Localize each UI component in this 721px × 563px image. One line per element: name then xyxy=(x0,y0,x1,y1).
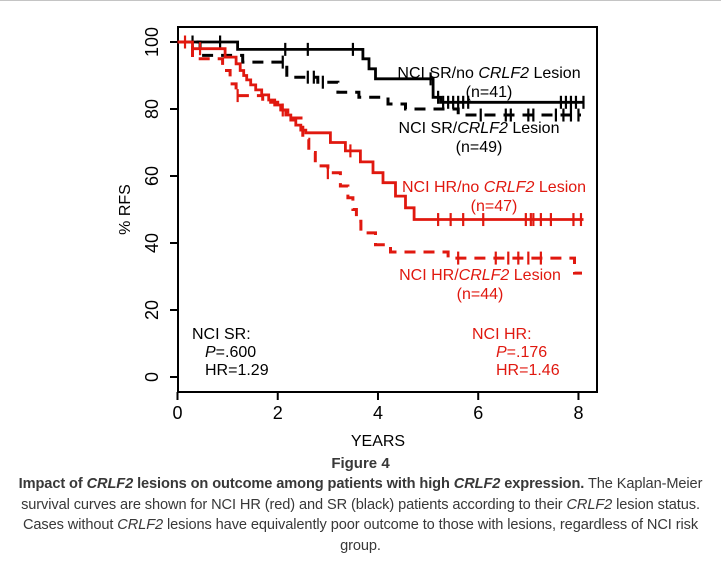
caption-segment: lesion status. Cases without xyxy=(22,496,700,534)
caption-segment: The Kaplan-Meier survival curves are sho… xyxy=(21,476,703,513)
x-tick-label: 4 xyxy=(373,403,383,423)
y-tick-label: 20 xyxy=(142,300,162,320)
caption-block: Figure 4 Impact of CRLF2 lesions on outc… xyxy=(0,454,721,556)
caption-segment: CRLF2 xyxy=(566,496,613,513)
stats-nci-sr: NCI SR: P=.600 HR=1.29 xyxy=(192,326,269,380)
plot-box xyxy=(177,26,598,393)
stats-p-value: P=.600 xyxy=(205,344,257,361)
y-tick-label: 0 xyxy=(142,372,162,382)
stats-title: NCI HR: xyxy=(472,326,532,343)
y-tick-label: 100 xyxy=(142,27,162,57)
caption-segment: CRLF2 xyxy=(117,517,164,533)
top-divider-rule xyxy=(0,0,721,1)
curve-label-text: NCI SR/no CRLF2 Lesion xyxy=(397,65,581,82)
curve-label-n: (n=41) xyxy=(465,84,513,101)
figure-label: Figure 4 xyxy=(331,455,390,472)
stats-hazard-ratio: HR=1.46 xyxy=(496,362,560,379)
x-tick-label: 2 xyxy=(273,403,283,423)
x-tick-label: 8 xyxy=(573,403,583,423)
curve-label-hr-lesion: NCI HR/CRLF2 Lesion (n=44) xyxy=(399,266,561,304)
curve-label-text: NCI HR/CRLF2 Lesion xyxy=(399,267,561,284)
curve-label-sr-no-lesion: NCI SR/no CRLF2 Lesion (n=41) xyxy=(397,64,580,102)
curve-label-n: (n=49) xyxy=(455,139,503,156)
y-tick-label: 80 xyxy=(142,99,162,119)
caption-segment: lesions on outcome among patients with h… xyxy=(133,476,454,492)
km-curve-nci-sr-no-crlf2-lesion xyxy=(177,40,585,104)
km-curve-nci-sr-crlf2-lesion xyxy=(177,40,581,117)
y-axis-title: % RFS xyxy=(117,184,134,235)
stats-p-value: P=.176 xyxy=(496,344,548,361)
figure-caption: Impact of CRLF2 lesions on outcome among… xyxy=(5,474,717,556)
km-curve-nci-hr-crlf2-lesion xyxy=(177,40,582,275)
stats-nci-hr: NCI HR: P=.176 HR=1.46 xyxy=(472,326,560,380)
curve-label-sr-lesion: NCI SR/CRLF2 Lesion (n=49) xyxy=(399,119,560,157)
x-axis-title: YEARS xyxy=(351,433,405,450)
curve-label-text: NCI HR/no CRLF2 Lesion xyxy=(401,179,587,196)
caption-segment: expression. xyxy=(500,476,585,492)
x-tick-label: 0 xyxy=(172,403,182,423)
stats-hazard-ratio: HR=1.29 xyxy=(205,362,269,379)
km-curve-nci-hr-no-crlf2-lesion xyxy=(177,40,584,221)
caption-segment: Impact of xyxy=(18,476,87,492)
curve-label-n: (n=44) xyxy=(456,286,504,303)
caption-segment: CRLF2 xyxy=(453,476,501,492)
caption-segment: lesions have equivalently poor outcome t… xyxy=(163,517,699,554)
x-tick-label: 6 xyxy=(473,403,483,423)
curve-label-text: NCI SR/CRLF2 Lesion xyxy=(398,120,560,137)
curve-label-n: (n=47) xyxy=(470,198,518,215)
y-tick-label: 40 xyxy=(142,233,162,253)
caption-segment: CRLF2 xyxy=(86,476,134,492)
stats-title: NCI SR: xyxy=(192,326,251,343)
y-tick-label: 60 xyxy=(142,166,162,186)
curve-label-hr-no-lesion: NCI HR/no CRLF2 Lesion (n=47) xyxy=(402,178,586,216)
